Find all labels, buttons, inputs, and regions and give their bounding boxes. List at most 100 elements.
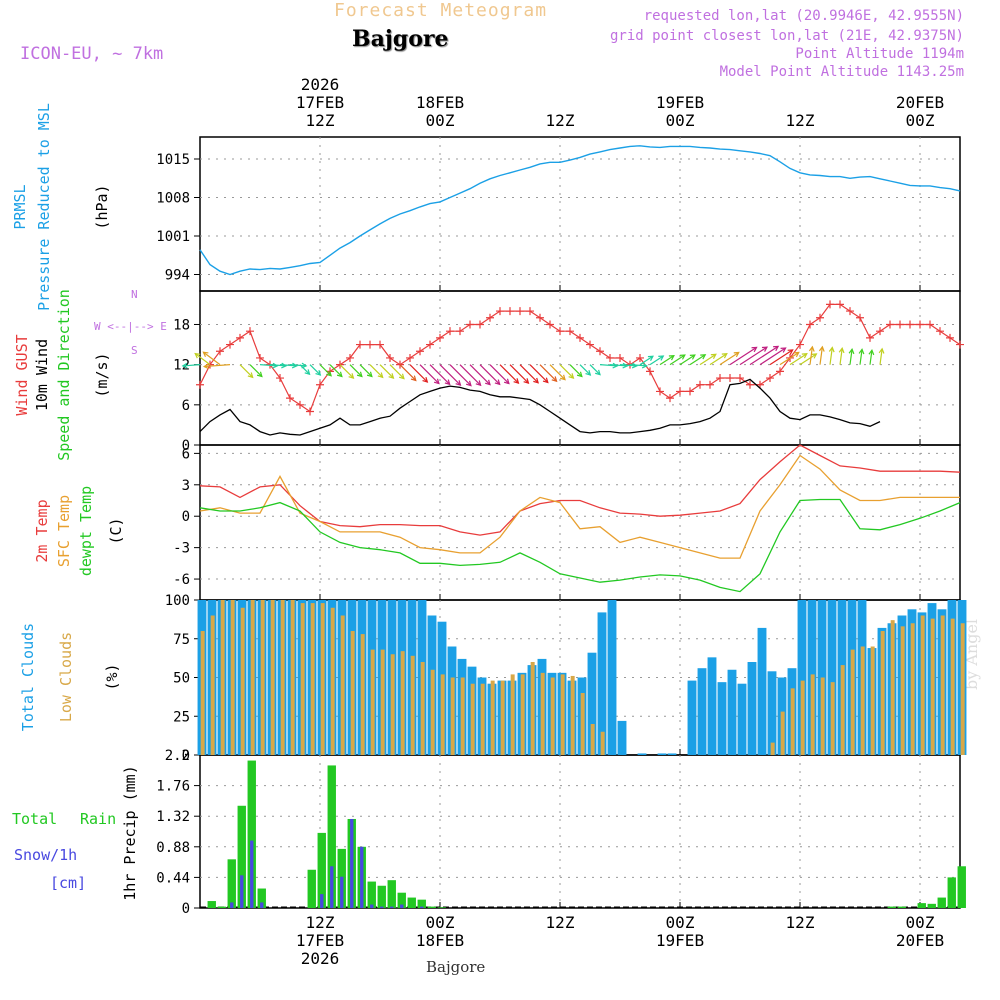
y-tick-label: 1.32 xyxy=(156,809,190,825)
wind-arrow-head xyxy=(828,346,835,353)
low-cloud-bar xyxy=(880,631,885,755)
wind-arrow-head xyxy=(503,378,510,385)
wind-arrow-head xyxy=(811,353,818,359)
gust-marker xyxy=(646,367,654,376)
wind-arrow-head xyxy=(465,380,472,387)
low-cloud-bar xyxy=(850,649,855,755)
wind-arrow-head xyxy=(801,353,808,359)
wind-arrow xyxy=(719,351,740,366)
gust-marker xyxy=(796,340,804,349)
bottom-time-label: 12Z 17FEB 2026 xyxy=(295,913,345,968)
wind-arrow-head xyxy=(585,370,592,376)
low-cloud-bar xyxy=(910,623,915,755)
gust-marker xyxy=(826,300,834,309)
low-cloud-bar xyxy=(400,651,405,755)
y-tick-label: 12 xyxy=(173,358,190,374)
wind-arrow xyxy=(739,346,768,366)
wind-arrow-head xyxy=(808,345,815,352)
wind-arrow-head xyxy=(356,371,363,378)
total-cloud-bar xyxy=(697,668,707,755)
wind-arrow-head xyxy=(513,378,520,384)
wind-arrow-head xyxy=(551,376,558,383)
gust-marker xyxy=(846,307,854,316)
wind-arrow-head xyxy=(761,346,768,352)
y-tick-label: 0 xyxy=(182,438,190,454)
wind-arrow-head xyxy=(202,363,210,370)
gust-marker xyxy=(196,380,204,389)
rain-bar xyxy=(947,877,956,908)
total-cloud-bar xyxy=(767,671,777,755)
gust-marker xyxy=(916,320,924,329)
wind-arrow xyxy=(839,348,843,365)
compass-we: W <--|--> E xyxy=(94,320,167,333)
snow-bar xyxy=(260,902,264,908)
temp-sfc-line xyxy=(199,454,960,559)
top-time-label: 18FEB 00Z xyxy=(415,93,465,130)
gust-marker xyxy=(896,320,904,329)
wind-arrow xyxy=(849,349,853,365)
low-cloud-bar xyxy=(540,672,545,755)
gust-marker xyxy=(866,333,874,342)
low-cloud-bar xyxy=(310,603,315,755)
low-cloud-bar xyxy=(830,682,835,755)
low-cloud-bar xyxy=(200,631,205,755)
snow-bar xyxy=(380,906,384,908)
requested-coords: requested lon,lat (20.9946E, 42.9555N) xyxy=(643,8,964,24)
gust-marker xyxy=(436,333,444,342)
wind-arrow xyxy=(289,364,307,367)
wind-arrow xyxy=(479,364,501,385)
wind-arrow xyxy=(0,0,940,365)
low-cloud-bar xyxy=(410,655,415,755)
wind-arrow xyxy=(359,364,373,377)
low-cloud-bar xyxy=(510,674,515,755)
wind-arrow-head xyxy=(848,347,855,355)
low-cloud-bar xyxy=(790,688,795,755)
wind-arrow xyxy=(569,364,583,377)
snow-bar xyxy=(230,902,234,908)
wind-arrow-head xyxy=(780,347,787,353)
wind-arrow xyxy=(619,364,637,367)
total-cloud-bar xyxy=(747,662,757,755)
wind-arrow xyxy=(429,364,451,385)
wind-arrow xyxy=(182,364,201,367)
gust-marker xyxy=(706,380,714,389)
wind-arrow-head xyxy=(475,380,482,387)
gust-marker xyxy=(956,340,964,349)
gust-marker xyxy=(356,340,364,349)
wind-arrow-head xyxy=(751,346,758,353)
low-cloud-bar xyxy=(210,615,215,755)
wind-arrow-head xyxy=(523,378,530,384)
wind-arrow-head xyxy=(668,354,675,361)
wind-arrow-head xyxy=(304,369,311,376)
label-rain: Rain xyxy=(80,810,117,828)
gust-marker xyxy=(366,340,374,349)
gust-marker xyxy=(606,353,614,362)
wind-arrow xyxy=(639,355,654,366)
compass-n: N xyxy=(131,288,138,301)
panel-frame xyxy=(199,136,961,292)
wind-arrow xyxy=(699,353,717,366)
top-time-label: 12Z xyxy=(545,111,575,130)
bottom-time-label: 00Z 19FEB xyxy=(655,913,705,950)
low-cloud-bar xyxy=(900,626,905,755)
wind-arrow xyxy=(689,354,706,366)
rain-bar xyxy=(327,765,336,908)
wind-arrow-head xyxy=(336,371,343,378)
rain-bar xyxy=(407,897,416,908)
low-cloud-bar xyxy=(840,665,845,755)
gust-marker xyxy=(946,333,954,342)
wind-arrow xyxy=(539,364,557,382)
snow-bar xyxy=(360,846,364,908)
gust-marker xyxy=(346,353,354,362)
snow-bar xyxy=(370,904,374,908)
total-cloud-bar xyxy=(637,753,647,755)
wind-arrow xyxy=(669,354,686,366)
gust-marker xyxy=(546,320,554,329)
gust-marker xyxy=(426,340,434,349)
total-cloud-bar xyxy=(737,683,747,755)
y-tick-label: -3 xyxy=(173,541,190,557)
rain-bar xyxy=(227,859,236,908)
rain-bar xyxy=(417,899,426,908)
wind-arrow-head xyxy=(455,380,462,386)
wind-arrow xyxy=(869,350,873,365)
